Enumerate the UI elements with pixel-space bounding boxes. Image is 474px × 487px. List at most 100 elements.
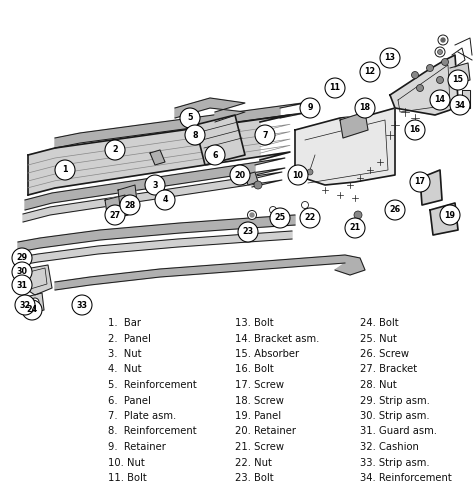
Polygon shape (420, 170, 442, 205)
Circle shape (441, 38, 445, 42)
Circle shape (72, 295, 92, 315)
Text: 2: 2 (112, 146, 118, 154)
Circle shape (405, 120, 425, 140)
Text: 1.  Bar: 1. Bar (108, 318, 141, 328)
Circle shape (247, 210, 256, 220)
Circle shape (325, 78, 345, 98)
Polygon shape (55, 255, 365, 290)
Circle shape (385, 200, 405, 220)
Circle shape (437, 76, 444, 83)
Text: 29: 29 (17, 254, 27, 262)
Polygon shape (295, 108, 395, 185)
Circle shape (380, 48, 400, 68)
Circle shape (12, 275, 32, 295)
Text: 10. Nut: 10. Nut (108, 457, 145, 468)
Text: 34: 34 (455, 100, 465, 110)
Circle shape (440, 205, 460, 225)
Text: 7: 7 (262, 131, 268, 139)
Circle shape (105, 205, 125, 225)
Text: 27: 27 (109, 210, 120, 220)
Text: 10: 10 (292, 170, 303, 180)
Text: 34. Reinforcement: 34. Reinforcement (360, 473, 452, 483)
Text: 20: 20 (235, 170, 246, 180)
Polygon shape (175, 98, 245, 122)
Circle shape (185, 125, 205, 145)
Text: 9.  Retainer: 9. Retainer (108, 442, 166, 452)
Circle shape (270, 206, 276, 213)
Text: 5.  Reinforcement: 5. Reinforcement (108, 380, 197, 390)
Polygon shape (118, 185, 137, 207)
Circle shape (22, 300, 42, 320)
Text: 16: 16 (410, 126, 420, 134)
Polygon shape (150, 150, 165, 165)
Text: 32: 32 (19, 300, 30, 310)
Circle shape (417, 85, 423, 92)
Circle shape (250, 213, 254, 217)
Polygon shape (105, 195, 128, 220)
Text: 13: 13 (384, 54, 395, 62)
Circle shape (307, 169, 313, 175)
Text: 26: 26 (390, 206, 401, 214)
Circle shape (288, 165, 308, 185)
Polygon shape (28, 115, 290, 195)
Text: 31: 31 (17, 281, 27, 289)
Text: 8: 8 (192, 131, 198, 139)
Text: 29. Strip asm.: 29. Strip asm. (360, 395, 430, 406)
Text: 24: 24 (27, 305, 37, 315)
Text: 7.  Plate asm.: 7. Plate asm. (108, 411, 176, 421)
Text: 9: 9 (307, 104, 313, 112)
Circle shape (301, 202, 309, 208)
Circle shape (120, 195, 140, 215)
Text: 8.  Reinforcement: 8. Reinforcement (108, 427, 197, 436)
Polygon shape (450, 63, 470, 85)
Polygon shape (430, 203, 458, 235)
Polygon shape (20, 265, 52, 295)
Circle shape (360, 62, 380, 82)
Text: 28. Nut: 28. Nut (360, 380, 397, 390)
Circle shape (15, 295, 35, 315)
Text: 22. Nut: 22. Nut (235, 457, 272, 468)
Circle shape (410, 172, 430, 192)
Circle shape (430, 90, 450, 110)
Circle shape (448, 70, 468, 90)
Text: 5: 5 (187, 113, 193, 123)
Polygon shape (25, 158, 285, 210)
Text: 17. Screw: 17. Screw (235, 380, 284, 390)
Circle shape (155, 190, 175, 210)
Text: 21. Screw: 21. Screw (235, 442, 284, 452)
Text: 22: 22 (304, 213, 316, 223)
Text: 6: 6 (212, 150, 218, 160)
Text: 1: 1 (62, 166, 68, 174)
Circle shape (355, 98, 375, 118)
Text: 25: 25 (274, 213, 285, 223)
Circle shape (254, 181, 262, 189)
Text: 11: 11 (329, 83, 340, 93)
Polygon shape (195, 115, 245, 165)
Text: 11. Bolt: 11. Bolt (108, 473, 147, 483)
Text: 27. Bracket: 27. Bracket (360, 364, 417, 375)
Text: 6.  Panel: 6. Panel (108, 395, 151, 406)
Text: 19. Panel: 19. Panel (235, 411, 281, 421)
Text: 4.  Nut: 4. Nut (108, 364, 142, 375)
Text: 4: 4 (162, 195, 168, 205)
Text: 14. Bracket asm.: 14. Bracket asm. (235, 334, 319, 343)
Circle shape (105, 140, 125, 160)
Text: 3.  Nut: 3. Nut (108, 349, 142, 359)
Circle shape (427, 64, 434, 72)
Text: 32. Cashion: 32. Cashion (360, 442, 419, 452)
Text: 21: 21 (349, 224, 361, 232)
Text: 17: 17 (414, 177, 426, 187)
Text: 15: 15 (453, 75, 464, 85)
Circle shape (255, 125, 275, 145)
Text: 33. Strip asm.: 33. Strip asm. (360, 457, 429, 468)
Polygon shape (462, 90, 470, 108)
Text: 25. Nut: 25. Nut (360, 334, 397, 343)
Circle shape (450, 95, 470, 115)
Text: 18. Screw: 18. Screw (235, 395, 284, 406)
Circle shape (31, 298, 39, 306)
Circle shape (12, 262, 32, 282)
Text: 30: 30 (17, 267, 27, 277)
Text: 12: 12 (365, 68, 375, 76)
Text: 24. Bolt: 24. Bolt (360, 318, 399, 328)
Circle shape (438, 50, 443, 55)
